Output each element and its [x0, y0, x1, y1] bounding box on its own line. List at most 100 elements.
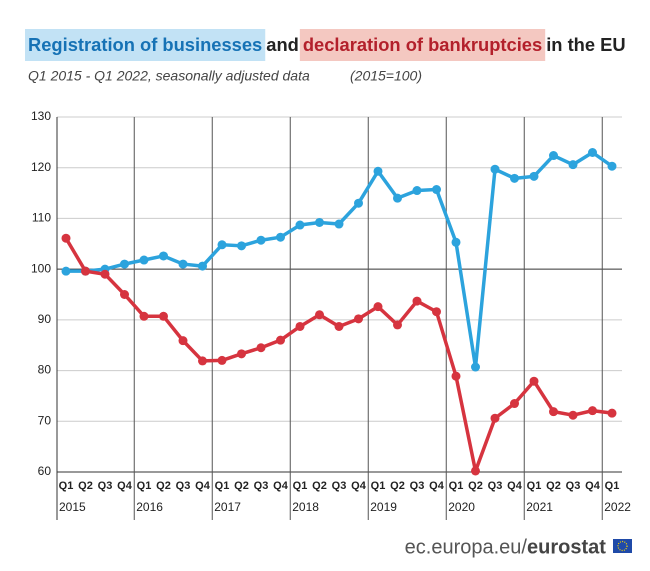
x-tick-label: Q4 [117, 480, 133, 492]
series-point [549, 407, 558, 417]
series-point [568, 410, 578, 420]
series-point [159, 251, 168, 261]
x-tick-label: Q2 [156, 480, 171, 492]
series-point [295, 220, 305, 230]
series-point [373, 166, 383, 176]
x-tick-label: Q4 [273, 480, 289, 492]
series-point [315, 310, 324, 320]
series-point [315, 217, 324, 227]
y-tick-label: 110 [32, 211, 51, 225]
y-tick-label: 80 [38, 363, 52, 377]
x-tick-label: Q2 [546, 480, 561, 492]
series-point [334, 219, 344, 229]
series-point [510, 399, 519, 409]
plot [61, 148, 617, 476]
series-point [217, 240, 227, 250]
x-tick-label: Q2 [78, 480, 93, 492]
x-tick-label: Q3 [176, 480, 191, 492]
year-label: 2019 [370, 500, 397, 514]
series-point [139, 311, 149, 321]
series-point [81, 266, 90, 276]
x-tick-label: Q4 [507, 480, 523, 492]
series-point [217, 355, 227, 365]
series-point [490, 413, 500, 423]
series-point [100, 269, 110, 279]
series-point [607, 408, 617, 418]
y-tick-label: 70 [38, 413, 52, 427]
series-line [64, 237, 613, 473]
series-point [120, 290, 129, 299]
series-point [61, 266, 71, 276]
series-point [61, 233, 71, 243]
year-label: 2021 [526, 500, 553, 514]
title-part: and [266, 34, 299, 55]
x-tick-label: Q2 [390, 480, 405, 492]
title-part: in the EU [546, 34, 625, 55]
x-tick-label: Q1 [527, 480, 542, 492]
eu-stars [617, 540, 628, 552]
title-highlight [25, 29, 266, 61]
series-point [120, 259, 129, 269]
series-point [529, 376, 539, 386]
series-point [471, 466, 480, 476]
title: Registration of businesses and declaration… [25, 29, 626, 61]
x-tick-label: Q4 [351, 480, 367, 492]
series-point [412, 296, 422, 306]
x-tick-label: Q3 [254, 480, 269, 492]
x-tick-label: Q1 [215, 480, 230, 492]
title-part: declaration of bankruptcies [303, 34, 542, 55]
series-point [276, 335, 285, 345]
series-point [139, 255, 149, 265]
series-point [295, 321, 305, 331]
series-point [549, 151, 558, 161]
y-tick-label: 90 [38, 312, 52, 326]
x-tick-label: Q3 [566, 480, 581, 492]
index-note: (2015=100) [350, 68, 422, 84]
series-point [373, 302, 383, 312]
x-tick-label: Q3 [332, 480, 347, 492]
source: ec.europa.eu/ [405, 536, 528, 558]
x-tick-label: Q4 [429, 480, 445, 492]
year-label: 2022 [604, 500, 631, 514]
series-point [529, 171, 539, 181]
x-tick-label: Q4 [585, 480, 601, 492]
title-part: Registration of businesses [28, 34, 262, 55]
year-label: 2020 [448, 500, 475, 514]
series-point [276, 232, 285, 242]
series-point [471, 362, 480, 372]
series-point [393, 193, 402, 203]
series-point [178, 336, 188, 346]
y-tick-label: 60 [38, 464, 52, 478]
x-tick-label: Q1 [59, 480, 74, 492]
subtitle: Q1 2015 - Q1 2022, seasonally adjusted d… [28, 68, 310, 84]
series-point [237, 241, 246, 251]
x-tick-label: Q1 [371, 480, 386, 492]
series-point [198, 356, 207, 366]
series-point [178, 259, 188, 269]
series-point [607, 161, 617, 171]
series-point [510, 173, 519, 183]
series-point [334, 321, 344, 331]
y-tick-label: 130 [31, 109, 51, 123]
y-tick-label: 120 [31, 160, 51, 174]
title-highlight [299, 29, 546, 61]
series-point [237, 349, 246, 359]
series-point [588, 406, 597, 416]
series-point [354, 198, 363, 208]
y-tick-label: 100 [31, 261, 51, 275]
series-point [256, 235, 266, 245]
series-point [432, 185, 441, 195]
year-label: 2015 [59, 500, 86, 514]
series-point [256, 343, 266, 353]
x-tick-label: Q3 [98, 480, 113, 492]
series-point [451, 371, 461, 381]
eu-flag [613, 539, 632, 553]
x-tick-label: Q1 [137, 480, 152, 492]
x-tick-label: Q3 [488, 480, 503, 492]
series-point [393, 320, 402, 330]
series-point [490, 164, 500, 174]
series-point [432, 307, 441, 317]
series-point [568, 160, 578, 170]
x-tick-label: Q2 [312, 480, 327, 492]
